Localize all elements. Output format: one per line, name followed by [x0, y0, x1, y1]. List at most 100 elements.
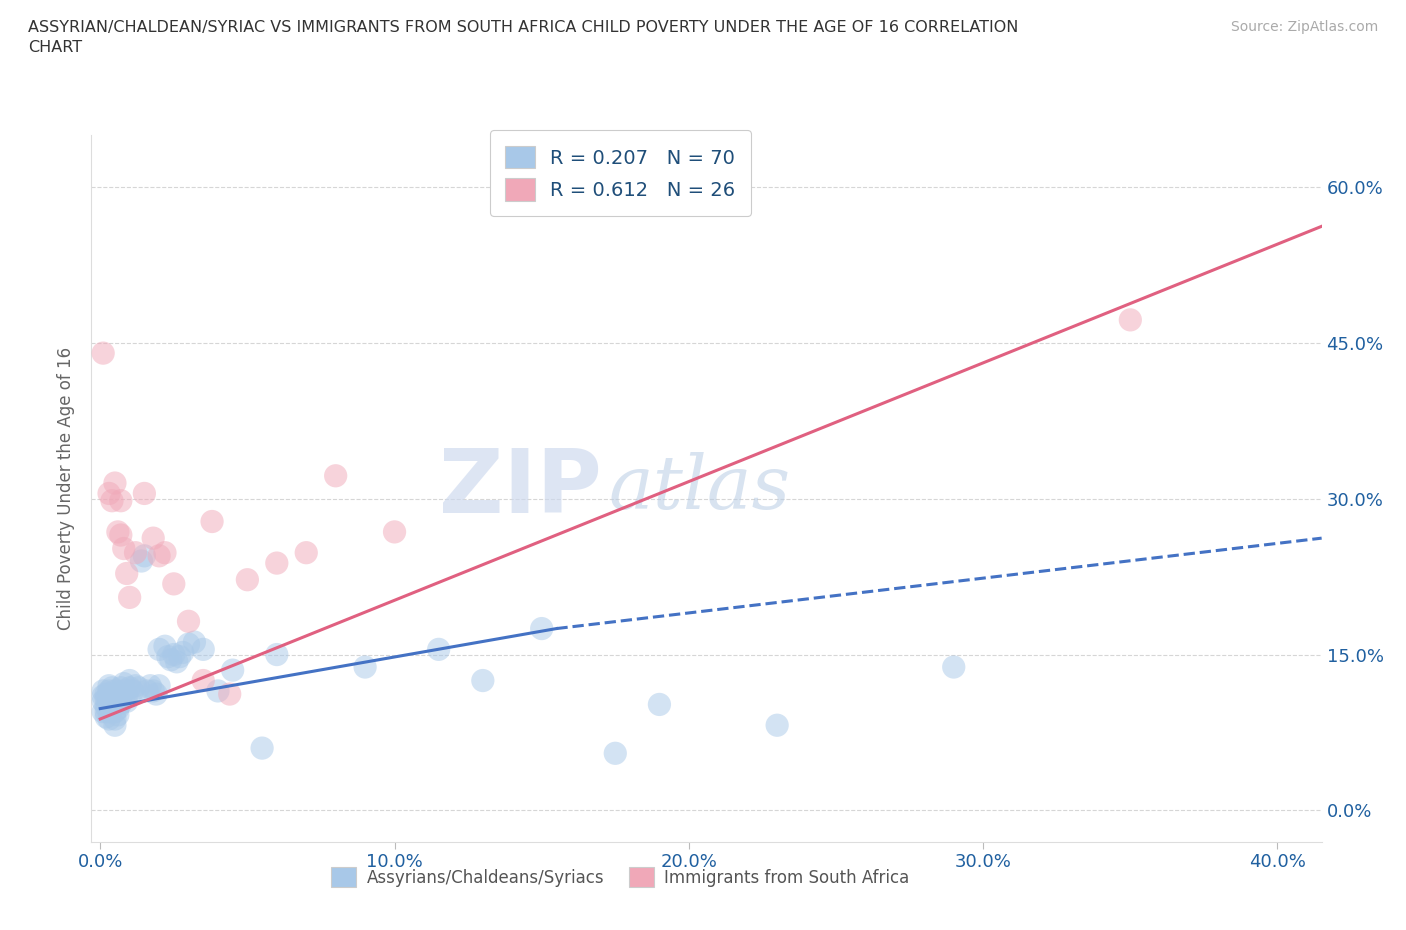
Point: [94, 686, 117, 701]
Point: [236, 572, 259, 587]
Point: [136, 684, 159, 698]
Point: [94, 691, 117, 706]
Point: [250, 740, 273, 755]
Point: [153, 639, 176, 654]
Point: [118, 590, 141, 604]
Point: [148, 678, 170, 693]
Point: [427, 642, 450, 657]
Point: [131, 553, 153, 568]
Point: [201, 514, 224, 529]
Point: [101, 493, 124, 508]
Point: [107, 708, 129, 723]
Point: [112, 541, 135, 556]
Point: [207, 684, 229, 698]
Point: [648, 697, 671, 711]
Point: [112, 676, 135, 691]
Point: [98, 486, 121, 501]
Point: [94, 704, 117, 719]
Point: [107, 694, 129, 709]
Point: [98, 678, 121, 693]
Y-axis label: Child Poverty Under the Age of 16: Child Poverty Under the Age of 16: [58, 347, 76, 630]
Point: [104, 684, 127, 698]
Point: [177, 614, 200, 629]
Point: [121, 684, 143, 698]
Point: [104, 475, 127, 490]
Point: [605, 746, 627, 761]
Point: [134, 549, 156, 564]
Point: [766, 718, 789, 733]
Point: [98, 684, 121, 698]
Point: [160, 652, 183, 667]
Point: [104, 711, 127, 726]
Point: [183, 634, 205, 649]
Point: [101, 701, 124, 716]
Point: [94, 699, 117, 714]
Point: [118, 681, 141, 696]
Point: [107, 525, 129, 539]
Point: [110, 689, 132, 704]
Point: [295, 545, 318, 560]
Text: atlas: atlas: [607, 452, 790, 525]
Point: [91, 689, 114, 704]
Point: [110, 681, 132, 696]
Point: [115, 566, 138, 581]
Point: [98, 694, 121, 709]
Point: [115, 686, 138, 701]
Point: [177, 637, 200, 652]
Point: [266, 647, 288, 662]
Point: [942, 659, 965, 674]
Point: [127, 681, 149, 696]
Point: [107, 701, 129, 716]
Point: [193, 673, 215, 688]
Point: [148, 549, 170, 564]
Point: [91, 694, 114, 709]
Point: [354, 659, 377, 674]
Point: [163, 577, 186, 591]
Point: [153, 545, 176, 560]
Point: [98, 704, 121, 719]
Point: [142, 684, 165, 698]
Point: [110, 493, 132, 508]
Point: [112, 684, 135, 698]
Point: [91, 704, 114, 719]
Point: [98, 711, 121, 726]
Point: [124, 545, 146, 560]
Point: [104, 718, 127, 733]
Text: ZIP: ZIP: [439, 445, 602, 532]
Point: [172, 645, 194, 660]
Point: [118, 673, 141, 688]
Legend: Assyrians/Chaldeans/Syriacs, Immigrants from South Africa: Assyrians/Chaldeans/Syriacs, Immigrants …: [325, 861, 915, 894]
Point: [169, 649, 191, 664]
Point: [101, 681, 124, 696]
Point: [104, 691, 127, 706]
Point: [115, 694, 138, 709]
Point: [221, 663, 243, 678]
Point: [166, 655, 188, 670]
Point: [148, 642, 170, 657]
Point: [110, 527, 132, 542]
Point: [1119, 312, 1142, 327]
Point: [139, 678, 162, 693]
Text: ASSYRIAN/CHALDEAN/SYRIAC VS IMMIGRANTS FROM SOUTH AFRICA CHILD POVERTY UNDER THE: ASSYRIAN/CHALDEAN/SYRIAC VS IMMIGRANTS F…: [28, 20, 1018, 35]
Point: [325, 469, 347, 484]
Text: Source: ZipAtlas.com: Source: ZipAtlas.com: [1230, 20, 1378, 34]
Point: [124, 678, 146, 693]
Point: [91, 684, 114, 698]
Point: [156, 649, 179, 664]
Point: [384, 525, 406, 539]
Point: [266, 555, 288, 570]
Point: [163, 647, 186, 662]
Point: [107, 686, 129, 701]
Point: [134, 486, 156, 501]
Point: [471, 673, 494, 688]
Point: [104, 704, 127, 719]
Point: [530, 621, 553, 636]
Point: [218, 686, 240, 701]
Point: [145, 686, 167, 701]
Point: [101, 697, 124, 711]
Point: [142, 531, 165, 546]
Point: [110, 696, 132, 711]
Point: [112, 691, 135, 706]
Point: [101, 689, 124, 704]
Point: [91, 346, 114, 361]
